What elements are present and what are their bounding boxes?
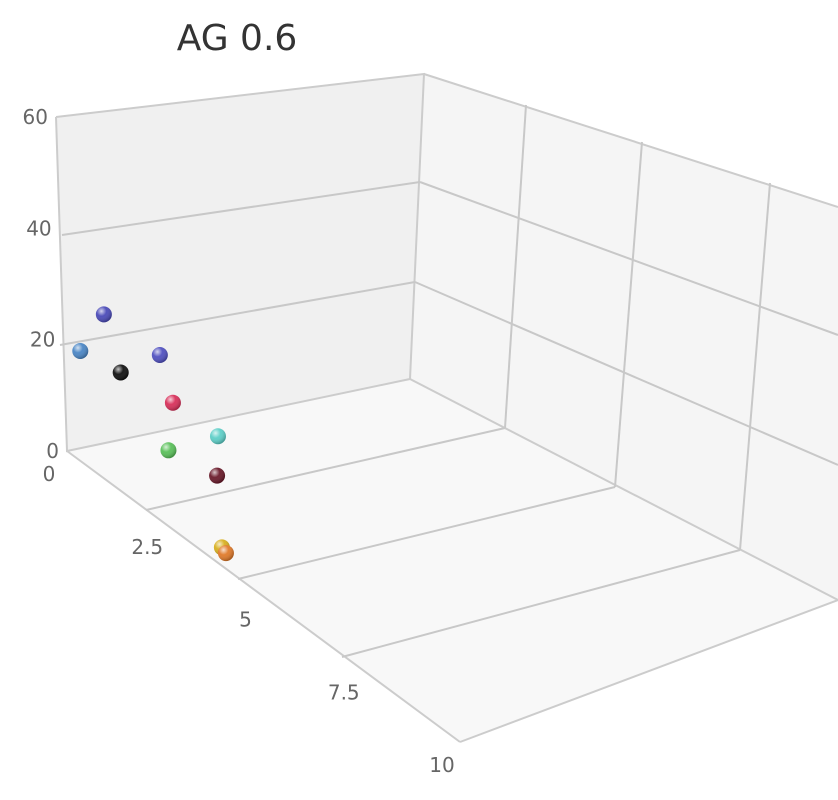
data-point [209,467,226,484]
floor-pane [67,379,838,742]
data-point [72,343,89,360]
depth-axis-tick-label: 2.5 [131,535,163,559]
back-wall-grid-line [61,181,421,236]
side-wall-grid-line [419,181,838,336]
back-wall-pane [56,74,424,451]
depth-axis-tick-label: 10 [429,753,454,777]
chart-title: AG 0.6 [177,18,298,59]
floor-grid-line [145,427,506,511]
floor-left-edge [66,450,461,743]
value-axis-tick-label: 60 [23,105,48,129]
data-point [160,442,177,459]
back-wall-grid-line [59,281,416,346]
floor-side-edge [409,378,838,601]
side-wall-pane [410,74,838,600]
depth-axis-tick-label: 0 [43,462,56,486]
floor-grid-line [237,486,616,580]
value-axis-tick-label: 40 [26,216,51,240]
floor-grid-line [341,549,741,658]
value-axis-tick-label: 0 [46,439,59,463]
value-axis-tick-label: 20 [30,328,55,352]
side-wall-grid-line [504,104,527,429]
side-wall-grid-line [614,141,643,488]
data-point [112,364,129,381]
data-point [164,394,181,411]
data-point [209,428,226,445]
side-wall-grid-line [414,281,838,466]
depth-axis-tick-label: 7.5 [328,680,360,704]
data-point [95,306,112,323]
data-point [217,545,234,562]
data-point [151,347,168,364]
floor-front-edge [459,599,838,743]
side-wall-grid-line [739,182,771,551]
depth-axis-tick-label: 5 [239,608,252,632]
